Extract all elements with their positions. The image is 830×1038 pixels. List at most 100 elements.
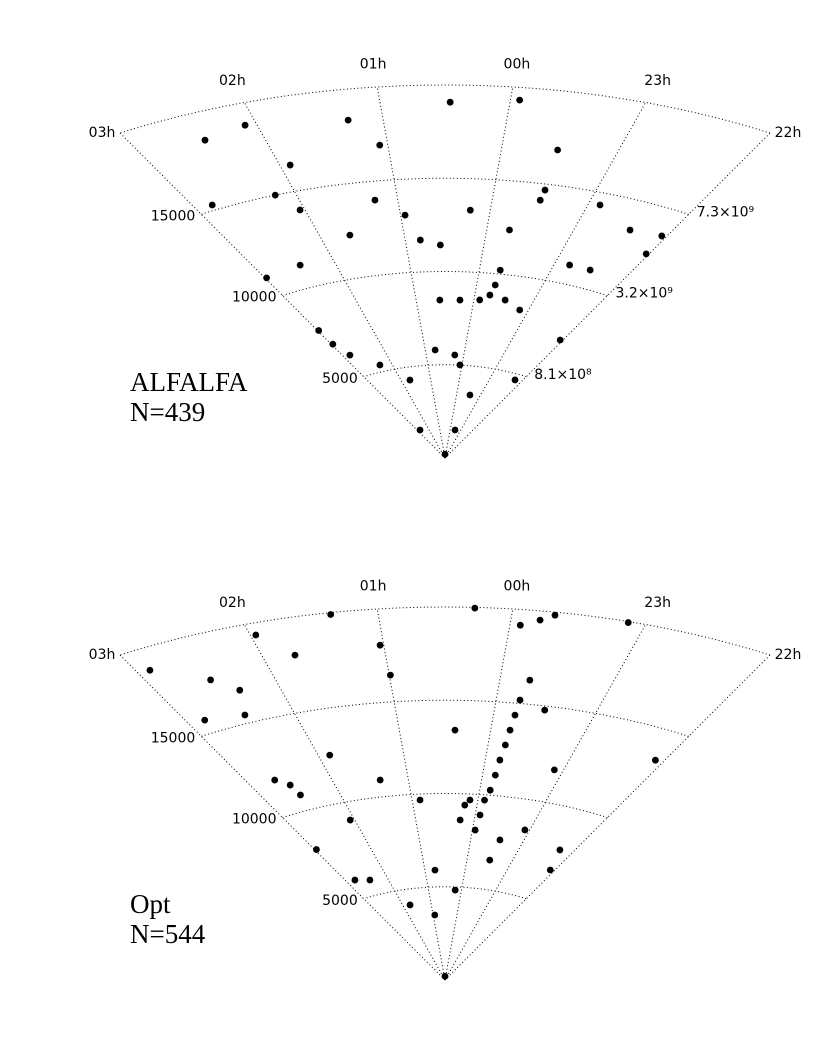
- galaxy: [461, 801, 469, 809]
- galaxy: [506, 226, 513, 234]
- galaxy: [451, 426, 459, 434]
- annotation: N=544: [130, 919, 206, 949]
- galaxy: [506, 726, 514, 734]
- galaxy: [642, 250, 650, 258]
- galaxy: [516, 96, 524, 104]
- galaxy: [315, 327, 323, 334]
- galaxy: [376, 361, 384, 369]
- galaxy: [431, 911, 439, 919]
- galaxy: [626, 226, 634, 234]
- galaxy: [252, 631, 260, 639]
- galaxy: [456, 296, 464, 304]
- galaxy: [541, 706, 549, 714]
- ra-line: [444, 624, 647, 981]
- ra-line: [444, 608, 514, 981]
- ra-label: 03h: [89, 125, 116, 141]
- galaxy: [556, 846, 564, 854]
- galaxy: [556, 336, 564, 344]
- mass-label: 3.2×10⁹: [615, 286, 673, 302]
- ra-label: 01h: [360, 579, 387, 595]
- galaxy: [416, 796, 424, 804]
- galaxy: [511, 376, 519, 384]
- galaxy: [313, 846, 320, 853]
- galaxy: [441, 972, 449, 980]
- galaxy: [521, 826, 529, 834]
- galaxy: [241, 711, 249, 719]
- ra-label: 03h: [89, 647, 116, 663]
- galaxy: [550, 766, 558, 774]
- galaxy: [486, 856, 494, 864]
- galaxy: [286, 161, 294, 169]
- ra-label: 22h: [775, 647, 802, 663]
- galaxy: [201, 136, 209, 144]
- velocity-label: 15000: [151, 730, 196, 746]
- galaxy: [286, 781, 294, 789]
- galaxy: [146, 666, 154, 674]
- galaxy: [566, 261, 573, 269]
- galaxy: [376, 641, 384, 649]
- galaxy: [291, 651, 299, 659]
- galaxy: [327, 611, 335, 618]
- galaxy: [406, 901, 414, 909]
- ra-line: [376, 608, 446, 981]
- galaxy: [416, 236, 424, 244]
- velocity-label: 10000: [232, 290, 277, 306]
- velocity-label: 5000: [322, 893, 358, 909]
- galaxy: [526, 676, 534, 684]
- galaxy: [486, 291, 494, 299]
- galaxy: [263, 274, 270, 282]
- annotation: N=439: [130, 397, 205, 427]
- galaxy: [486, 786, 494, 794]
- galaxy: [476, 296, 484, 304]
- galaxy: [496, 266, 504, 274]
- galaxy: [271, 776, 279, 784]
- galaxy: [296, 206, 304, 214]
- galaxy: [406, 376, 414, 384]
- galaxy: [451, 726, 459, 734]
- galaxy: [207, 676, 214, 684]
- ra-line: [444, 102, 647, 459]
- galaxy: [586, 266, 594, 274]
- galaxy: [496, 836, 504, 844]
- galaxy: [501, 741, 509, 749]
- galaxy: [491, 281, 499, 289]
- galaxy: [201, 716, 209, 724]
- galaxy: [271, 191, 279, 199]
- galaxy: [516, 306, 524, 314]
- velocity-arc: [363, 886, 527, 900]
- ra-line: [376, 86, 446, 459]
- galaxy: [346, 351, 354, 359]
- galaxy: [596, 201, 604, 209]
- galaxy: [401, 211, 409, 219]
- galaxy: [344, 116, 352, 124]
- galaxy: [451, 351, 459, 359]
- galaxy: [658, 232, 666, 240]
- ra-label: 00h: [504, 57, 531, 73]
- mass-label: 7.3×10⁹: [697, 204, 755, 220]
- galaxy: [297, 791, 304, 799]
- galaxy: [456, 361, 464, 369]
- ra-line: [243, 624, 446, 981]
- galaxy: [371, 196, 379, 204]
- galaxy: [541, 186, 549, 194]
- galaxy: [416, 426, 424, 434]
- galaxy: [466, 206, 474, 214]
- galaxy: [496, 756, 504, 764]
- velocity-arc: [282, 793, 608, 818]
- galaxy: [376, 776, 384, 784]
- galaxy: [551, 611, 559, 619]
- galaxy: [446, 98, 454, 106]
- galaxy: [471, 604, 479, 612]
- galaxy: [376, 141, 384, 149]
- galaxy: [554, 146, 562, 154]
- galaxy: [624, 619, 632, 626]
- velocity-arc: [119, 606, 771, 656]
- ra-label: 00h: [504, 579, 531, 595]
- galaxy: [296, 261, 304, 269]
- galaxy: [241, 121, 249, 129]
- velocity-arc: [282, 271, 608, 296]
- annotation: ALFALFA: [130, 367, 248, 397]
- galaxy: [536, 196, 544, 204]
- galaxy: [491, 771, 499, 779]
